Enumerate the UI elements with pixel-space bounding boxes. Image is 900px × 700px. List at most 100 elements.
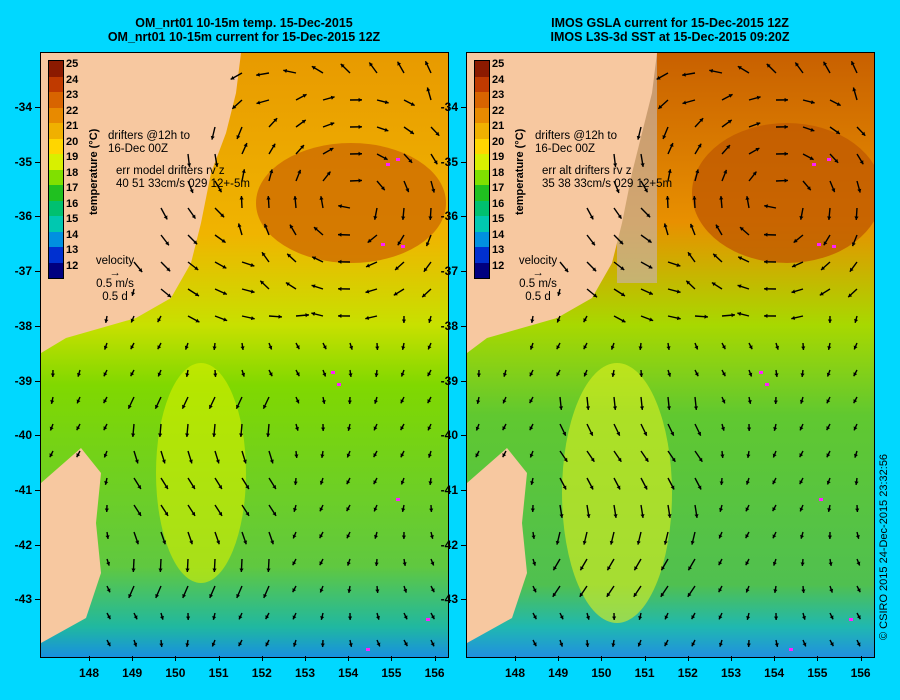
y-tick-mark bbox=[461, 435, 466, 437]
velocity-arrowhead bbox=[76, 453, 81, 458]
velocity-arrowhead bbox=[529, 372, 534, 377]
left-warm-eddy bbox=[256, 143, 446, 263]
velocity-arrowhead bbox=[746, 643, 751, 647]
velocity-arrowhead bbox=[661, 566, 665, 571]
velocity-arrowhead bbox=[403, 588, 408, 593]
velocity-arrowhead bbox=[585, 406, 591, 410]
colorbar-segment bbox=[49, 169, 63, 185]
velocity-arrowhead bbox=[265, 642, 270, 647]
x-tick-mark bbox=[175, 656, 177, 661]
colorbar-tick-label: 17 bbox=[66, 182, 79, 194]
velocity-arrowhead bbox=[853, 426, 858, 431]
velocity-arrowhead bbox=[295, 345, 300, 350]
velocity-arrowhead bbox=[367, 238, 372, 243]
colorbar-tick-label: 19 bbox=[66, 151, 79, 163]
velocity-arrowhead bbox=[476, 373, 481, 377]
velocity-arrowhead bbox=[241, 169, 246, 174]
y-tick-mark bbox=[461, 489, 466, 491]
velocity-arrowhead bbox=[531, 535, 536, 539]
velocity-arrowhead bbox=[106, 642, 111, 647]
velocity-arrowhead bbox=[213, 373, 218, 377]
velocity-arrowhead bbox=[189, 540, 194, 545]
colorbar-segment bbox=[475, 107, 489, 123]
velocity-arrowhead bbox=[395, 266, 400, 271]
velocity-arrowhead bbox=[374, 562, 379, 566]
velocity-arrowhead bbox=[338, 232, 342, 237]
velocity-arrowhead bbox=[103, 426, 108, 431]
velocity-arrowhead bbox=[278, 314, 282, 319]
x-tick-label: 155 bbox=[807, 666, 828, 680]
velocity-arrowhead bbox=[764, 204, 768, 209]
velocity-arrowhead bbox=[583, 318, 588, 323]
velocity-arrowhead bbox=[621, 318, 626, 323]
velocity-arrowhead bbox=[348, 373, 353, 377]
velocity-arrowhead bbox=[104, 508, 109, 512]
velocity-arrowhead bbox=[795, 62, 800, 67]
y-tick-mark bbox=[461, 544, 466, 546]
velocity-arrowhead bbox=[718, 588, 723, 593]
velocity-arrowhead bbox=[745, 588, 750, 593]
velocity-arrowhead bbox=[633, 592, 638, 597]
velocity-arrowhead bbox=[429, 508, 434, 512]
velocity-arrowhead bbox=[405, 188, 410, 193]
velocity-arrowhead bbox=[606, 592, 611, 597]
x-tick-label: 156 bbox=[424, 666, 445, 680]
velocity-arrowhead bbox=[823, 61, 828, 66]
right-y-axis: -34 -35 -36 -37 -38 -39 -40 -41 -42 -43 bbox=[426, 52, 466, 656]
velocity-arrowhead bbox=[611, 643, 616, 647]
velocity-arrowhead bbox=[784, 151, 788, 156]
velocity-arrowhead bbox=[721, 345, 726, 350]
velocity-arrowhead bbox=[188, 459, 193, 464]
right-cool-tongue bbox=[562, 363, 672, 623]
left-err-line2: 40 51 33cm/s 029 12+-5m bbox=[116, 178, 250, 190]
x-tick-mark bbox=[132, 656, 134, 661]
velocity-arrowhead bbox=[663, 223, 668, 228]
velocity-arrowhead bbox=[347, 400, 352, 404]
y-tick-label: -34 bbox=[14, 100, 32, 114]
velocity-arrowhead bbox=[263, 593, 268, 598]
velocity-arrowhead bbox=[718, 615, 723, 620]
velocity-arrowhead bbox=[239, 433, 244, 437]
colorbar-segment bbox=[475, 169, 489, 185]
velocity-arrowhead bbox=[529, 426, 534, 431]
velocity-arrowhead bbox=[639, 406, 645, 410]
colorbar-segment bbox=[475, 61, 489, 77]
left-title-line1: OM_nrt01 10-15m temp. 15-Dec-2015 bbox=[135, 16, 353, 30]
velocity-arrowhead bbox=[184, 345, 189, 350]
copyright-credit: © CSIRO 2015 24-Dec-2015 23:32:56 bbox=[878, 453, 890, 640]
velocity-arrowhead bbox=[423, 267, 428, 272]
velocity-arrowhead bbox=[430, 615, 435, 620]
velocity-arrowhead bbox=[853, 345, 858, 350]
velocity-arrowhead bbox=[265, 615, 270, 620]
velocity-arrowhead bbox=[737, 66, 742, 70]
velocity-arrowhead bbox=[719, 481, 724, 485]
y-tick-mark bbox=[35, 599, 40, 601]
velocity-arrowhead bbox=[709, 68, 714, 74]
velocity-arrowhead bbox=[358, 124, 362, 129]
velocity-arrowhead bbox=[270, 540, 275, 545]
velocity-arrowhead bbox=[620, 292, 625, 296]
velocity-arrowhead bbox=[322, 372, 327, 377]
left-velocity-legend: velocity → 0.5 m/s 0.5 d bbox=[92, 255, 138, 304]
velocity-arrowhead bbox=[269, 459, 274, 464]
velocity-arrowhead bbox=[373, 426, 378, 431]
velocity-arrowhead bbox=[476, 400, 481, 404]
x-tick-mark bbox=[391, 656, 393, 661]
x-tick-label: 150 bbox=[165, 666, 186, 680]
x-tick-label: 155 bbox=[381, 666, 402, 680]
velocity-arrowhead bbox=[737, 284, 742, 289]
velocity-arrowhead bbox=[530, 481, 535, 485]
left-velocity-duration: 0.5 d bbox=[102, 291, 128, 303]
velocity-arrowhead bbox=[682, 72, 686, 77]
velocity-arrowhead bbox=[311, 66, 316, 70]
velocity-arrowhead bbox=[747, 400, 752, 404]
y-tick-label: -35 bbox=[14, 154, 32, 169]
velocity-arrowhead bbox=[773, 400, 778, 404]
velocity-arrowhead bbox=[295, 426, 299, 431]
velocity-arrowhead bbox=[583, 345, 588, 350]
velocity-arrowhead bbox=[676, 316, 681, 321]
velocity-arrowhead bbox=[639, 373, 644, 377]
velocity-arrowhead bbox=[289, 224, 294, 229]
velocity-arrowhead bbox=[223, 317, 228, 322]
velocity-arrowhead bbox=[689, 223, 694, 228]
